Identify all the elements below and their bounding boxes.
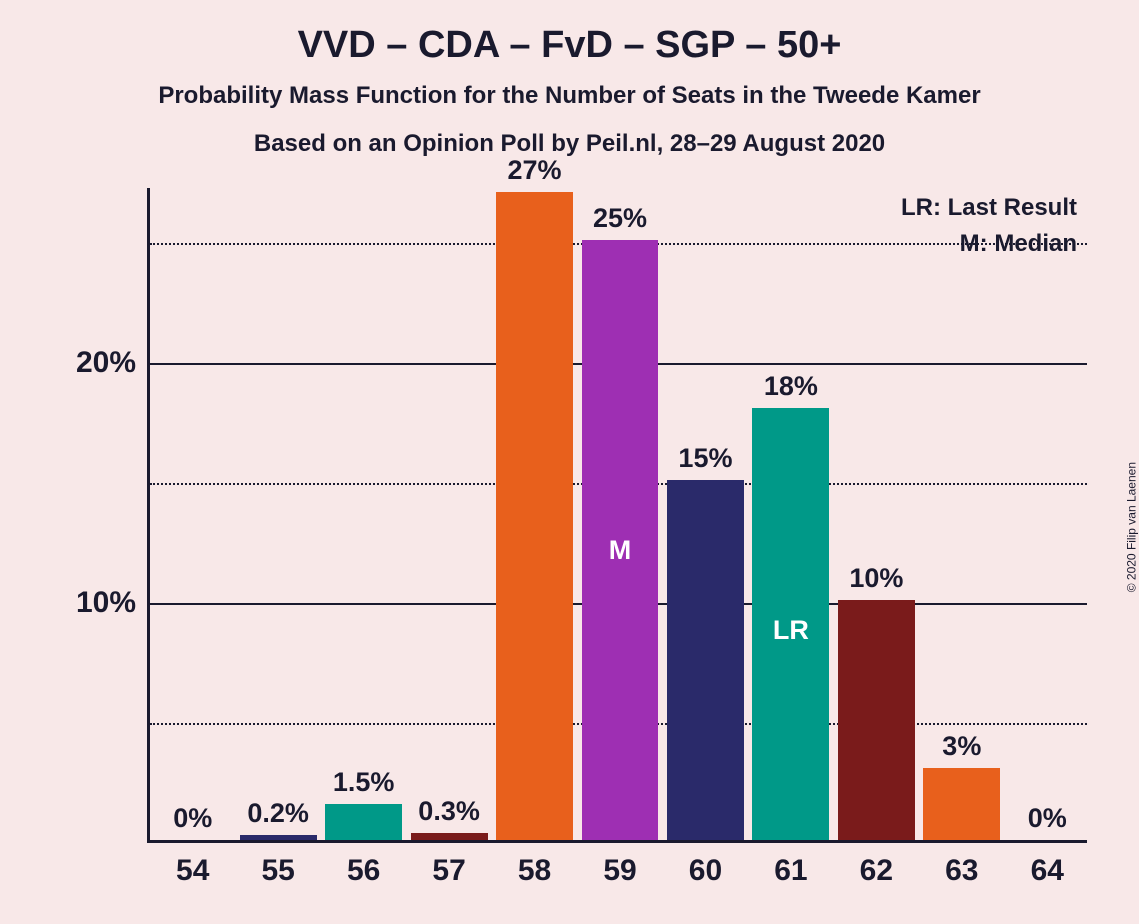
bar-value-label: 3% xyxy=(942,731,981,762)
bar: 0.2% xyxy=(240,835,317,840)
xtick-label: 58 xyxy=(518,854,551,888)
bar: 3% xyxy=(923,768,1000,840)
bar: 1.5% xyxy=(325,804,402,840)
bar-value-label: 1.5% xyxy=(333,767,395,798)
copyright-text: © 2020 Filip van Laenen xyxy=(1124,462,1138,592)
chart-subtitle-1: Probability Mass Function for the Number… xyxy=(0,82,1139,110)
plot-area: 10%20%0%540.2%551.5%560.3%5727%5825%M591… xyxy=(147,188,1087,843)
bar-value-label: 15% xyxy=(678,443,732,474)
bar: 0.3% xyxy=(411,833,488,840)
bar: 10% xyxy=(838,600,915,840)
pmf-bar-chart: VVD – CDA – FvD – SGP – 50+ Probability … xyxy=(0,0,1139,924)
chart-subtitle-2: Based on an Opinion Poll by Peil.nl, 28–… xyxy=(0,130,1139,158)
chart-title: VVD – CDA – FvD – SGP – 50+ xyxy=(0,24,1139,67)
xtick-label: 57 xyxy=(432,854,465,888)
xtick-label: 59 xyxy=(603,854,636,888)
ytick-label: 20% xyxy=(76,346,136,380)
bar-value-label: 0% xyxy=(1028,803,1067,834)
bar-value-label: 0.2% xyxy=(247,798,309,829)
bar-value-label: 18% xyxy=(764,371,818,402)
bar: 18%LR xyxy=(752,408,829,840)
bar-value-label: 0% xyxy=(173,803,212,834)
bar-inner-label: LR xyxy=(773,615,809,646)
bar-value-label: 10% xyxy=(849,563,903,594)
xtick-label: 63 xyxy=(945,854,978,888)
bar-value-label: 0.3% xyxy=(418,796,480,827)
xtick-label: 60 xyxy=(689,854,722,888)
bar: 27% xyxy=(496,192,573,840)
bar: 15% xyxy=(667,480,744,840)
bar-value-label: 25% xyxy=(593,203,647,234)
ytick-label: 10% xyxy=(76,586,136,620)
bar: 25%M xyxy=(582,240,659,840)
xtick-label: 61 xyxy=(774,854,807,888)
xtick-label: 54 xyxy=(176,854,209,888)
xtick-label: 62 xyxy=(860,854,893,888)
xtick-label: 64 xyxy=(1031,854,1064,888)
bar-inner-label: M xyxy=(609,535,632,566)
xtick-label: 56 xyxy=(347,854,380,888)
xtick-label: 55 xyxy=(261,854,294,888)
bar-value-label: 27% xyxy=(508,155,562,186)
